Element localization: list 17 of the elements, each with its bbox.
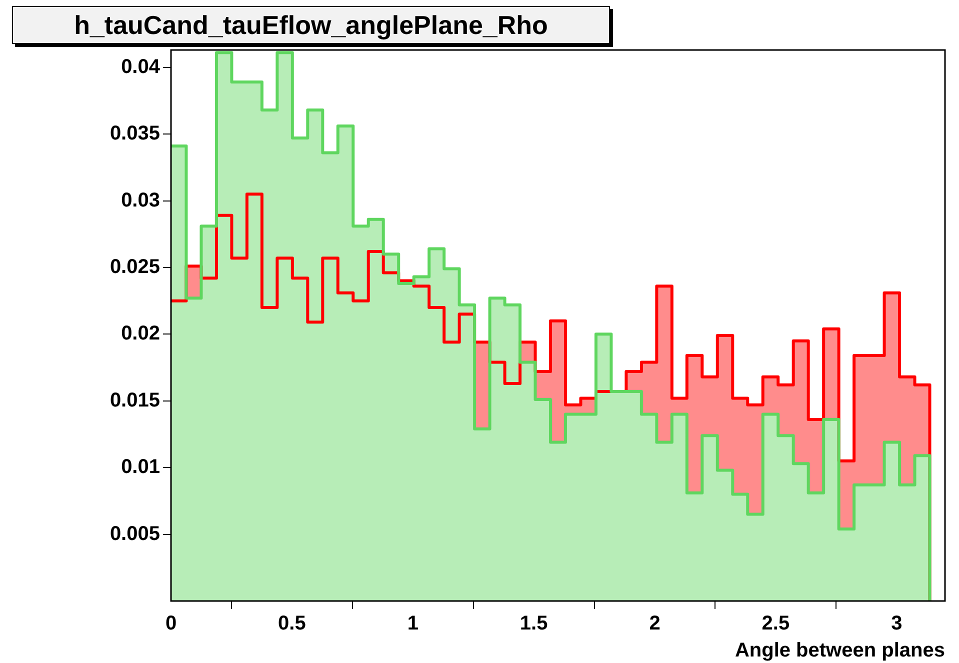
x-tick-label: 1: [407, 612, 418, 635]
y-tick-label: 0.035: [110, 122, 160, 145]
x-tick-label: 2: [649, 612, 660, 635]
y-tick-label: 0.015: [110, 389, 160, 412]
y-tick-label: 0.03: [121, 189, 160, 212]
y-tick-label: 0.005: [110, 522, 160, 545]
y-tick-label: 0.01: [121, 456, 160, 478]
y-tick-label: 0.04: [121, 56, 161, 78]
x-axis-title: Angle between planes: [734, 640, 945, 662]
y-tick-label: 0.025: [110, 256, 160, 278]
x-tick-label: 0.5: [278, 612, 306, 635]
x-tick-label: 3: [891, 612, 902, 635]
chart-title: h_tauCand_tauEflow_anglePlane_Rho: [12, 6, 610, 44]
x-tick-label: 0: [165, 612, 177, 635]
y-tick-label: 0.02: [121, 322, 160, 345]
x-tick-label: 2.5: [762, 612, 790, 635]
x-tick-label: 1.5: [520, 612, 548, 635]
